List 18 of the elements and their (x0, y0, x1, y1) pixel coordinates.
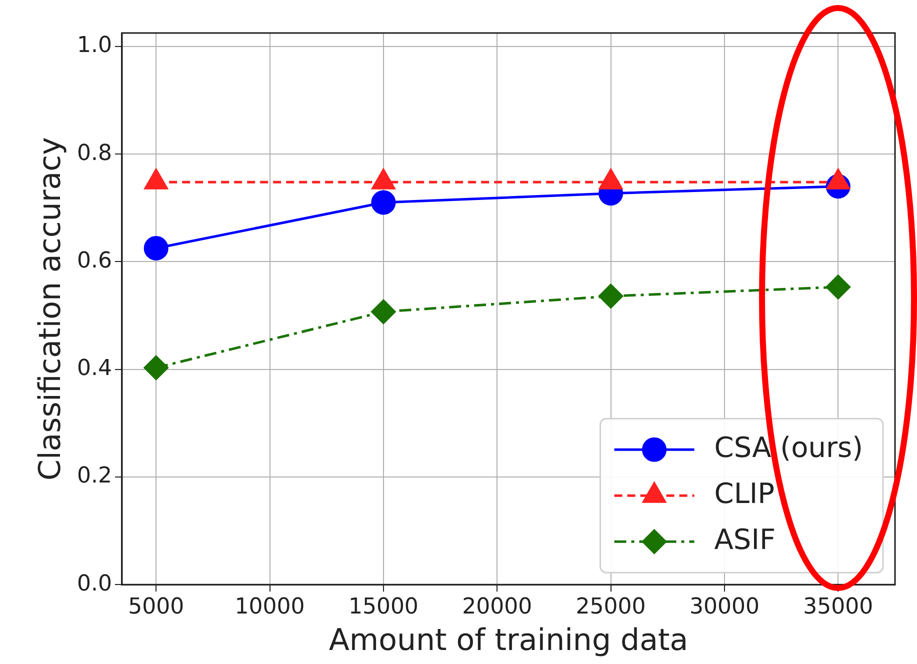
x-tick-label: 5000 (128, 594, 184, 620)
x-tick-label: 25000 (576, 594, 646, 620)
x-tick-label: 15000 (348, 594, 418, 620)
x-tick-label: 30000 (689, 594, 760, 620)
x-tick-label: 10000 (234, 594, 305, 620)
y-axis-title: Classification accuracy (32, 137, 68, 480)
x-tick-label: 20000 (462, 594, 532, 620)
x-tick-label: 35000 (803, 594, 874, 620)
legend-label: CLIP (714, 476, 775, 510)
legend-label: CSA (ours) (714, 430, 864, 464)
y-tick-label: 0.6 (76, 248, 112, 274)
y-tick-label: 0.0 (76, 571, 112, 596)
legend-label: ASIF (714, 522, 776, 556)
y-tick-label: 0.4 (76, 356, 112, 382)
y-tick-label: 0.8 (76, 140, 112, 166)
y-tick-label: 1.0 (76, 33, 112, 58)
y-tick-label: 0.2 (76, 464, 112, 489)
x-axis-title: Amount of training data (328, 622, 688, 658)
